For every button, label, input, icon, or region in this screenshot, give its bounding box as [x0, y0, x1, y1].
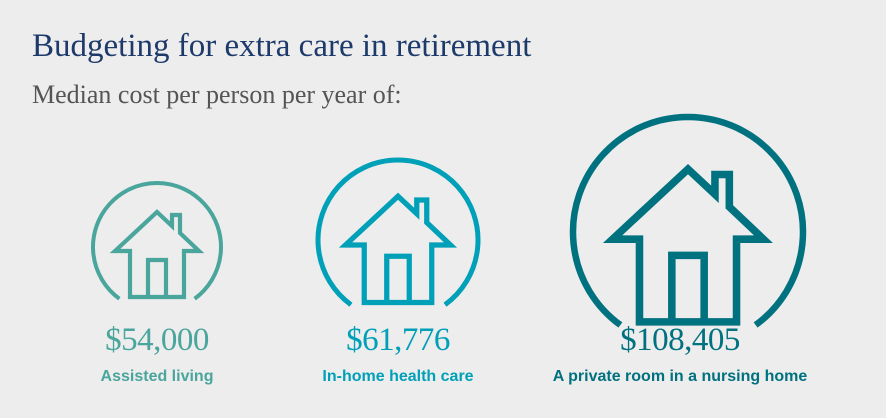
circle-arc	[91, 181, 223, 301]
cost-value-in-home-care: $61,776	[346, 322, 450, 358]
cost-value-nursing-home: $108,405	[620, 322, 740, 358]
house-icon-in-home-care	[315, 157, 481, 307]
circle-arc	[315, 157, 481, 307]
house-icon-nursing-home	[569, 113, 807, 328]
house-icon-assisted-living	[91, 181, 223, 301]
page-title: Budgeting for extra care in retirement	[32, 28, 532, 64]
label-in-home-care: In-home health care	[322, 368, 474, 385]
house-shape	[109, 209, 205, 300]
label-nursing-home: A private room in a nursing home	[552, 368, 808, 385]
label-assisted-living: Assisted living	[100, 368, 214, 385]
house-shape	[338, 192, 458, 306]
house-shape	[602, 163, 773, 326]
circle-arc	[569, 113, 807, 328]
page-subtitle: Median cost per person per year of:	[32, 80, 402, 109]
cost-value-assisted-living: $54,000	[105, 322, 209, 358]
